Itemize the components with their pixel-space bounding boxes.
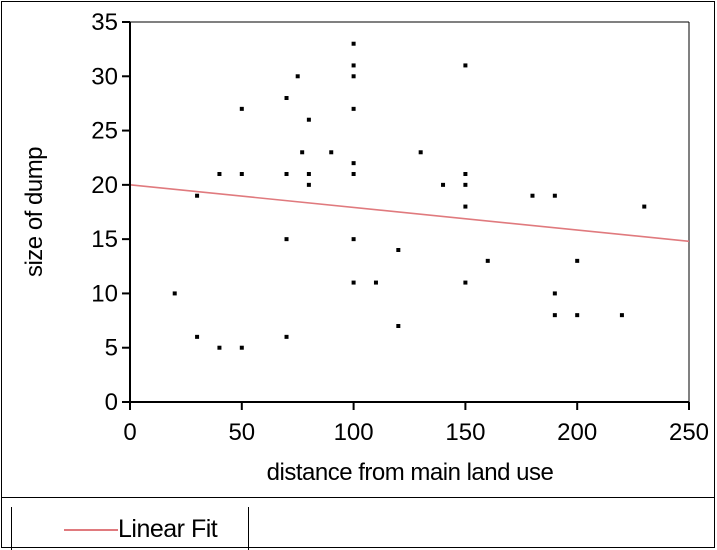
y-tick-label: 0 [105, 389, 118, 416]
data-point [284, 334, 289, 339]
axes [129, 22, 689, 403]
data-point [351, 106, 356, 111]
data-point [351, 280, 356, 285]
data-point [239, 172, 244, 176]
y-tick-label: 5 [105, 335, 118, 362]
data-point [351, 41, 356, 46]
y-tick-label: 30 [91, 63, 118, 90]
x-tick-label: 200 [557, 419, 597, 446]
data-point [217, 172, 222, 176]
y-ticks: 0 5 10 15 20 25 30 35 [91, 9, 130, 416]
legend: Linear Fit [11, 507, 249, 550]
data-point [195, 193, 200, 198]
linear-fit-line [129, 184, 690, 243]
linear-fit-group [129, 184, 690, 243]
data-point [463, 280, 468, 285]
x-ticks: 0 50 100 150 200 250 [123, 402, 709, 446]
data-point [195, 334, 200, 339]
plot-area [130, 21, 690, 402]
points-group [172, 41, 647, 350]
x-tick-label: 0 [123, 419, 136, 446]
data-point [239, 345, 244, 350]
x-tick-label: 50 [228, 419, 255, 446]
data-point [396, 324, 401, 328]
linear-fit-swatch [64, 529, 118, 531]
data-point [463, 172, 468, 176]
data-point [351, 172, 356, 176]
data-point [284, 237, 289, 242]
data-point [217, 345, 222, 350]
x-tick-label: 150 [445, 419, 485, 446]
data-point [284, 172, 289, 176]
x-axis-title: distance from main land use [267, 459, 554, 486]
data-point [373, 280, 378, 285]
y-tick-label: 15 [91, 226, 118, 253]
legend-label-linear-fit: Linear Fit [118, 515, 218, 543]
legend-divider [1, 497, 715, 498]
data-point [552, 291, 557, 296]
data-point [463, 63, 468, 68]
data-point [295, 74, 300, 79]
data-point [306, 182, 311, 187]
y-tick-label: 35 [91, 9, 118, 36]
x-tick-label: 100 [334, 419, 374, 446]
data-point [284, 96, 289, 100]
data-point [239, 106, 244, 111]
data-point [575, 313, 580, 318]
data-point [351, 74, 356, 79]
y-tick-label: 25 [91, 118, 118, 145]
data-point [463, 182, 468, 187]
y-tick-label: 20 [91, 172, 118, 199]
data-point [552, 313, 557, 318]
data-point [351, 237, 356, 242]
data-point [642, 204, 647, 209]
data-point [530, 193, 535, 198]
data-point [552, 193, 557, 198]
data-point [396, 248, 401, 252]
data-point [619, 313, 624, 318]
data-point [441, 182, 446, 187]
data-point [485, 258, 490, 263]
x-tick-label: 250 [669, 419, 709, 446]
data-point [306, 172, 311, 176]
y-axis-title: size of dump [21, 147, 48, 277]
data-point [351, 161, 356, 166]
data-point [575, 258, 580, 263]
data-point [300, 150, 305, 155]
data-point [172, 291, 177, 296]
data-point [351, 63, 356, 68]
scatter-plot: 0 5 10 15 20 25 30 35 0 50 100 150 200 250 distance … [21, 9, 709, 486]
data-point [329, 150, 334, 155]
y-tick-label: 10 [91, 280, 118, 307]
data-point [418, 150, 423, 155]
data-point [463, 204, 468, 209]
data-point [306, 117, 311, 122]
